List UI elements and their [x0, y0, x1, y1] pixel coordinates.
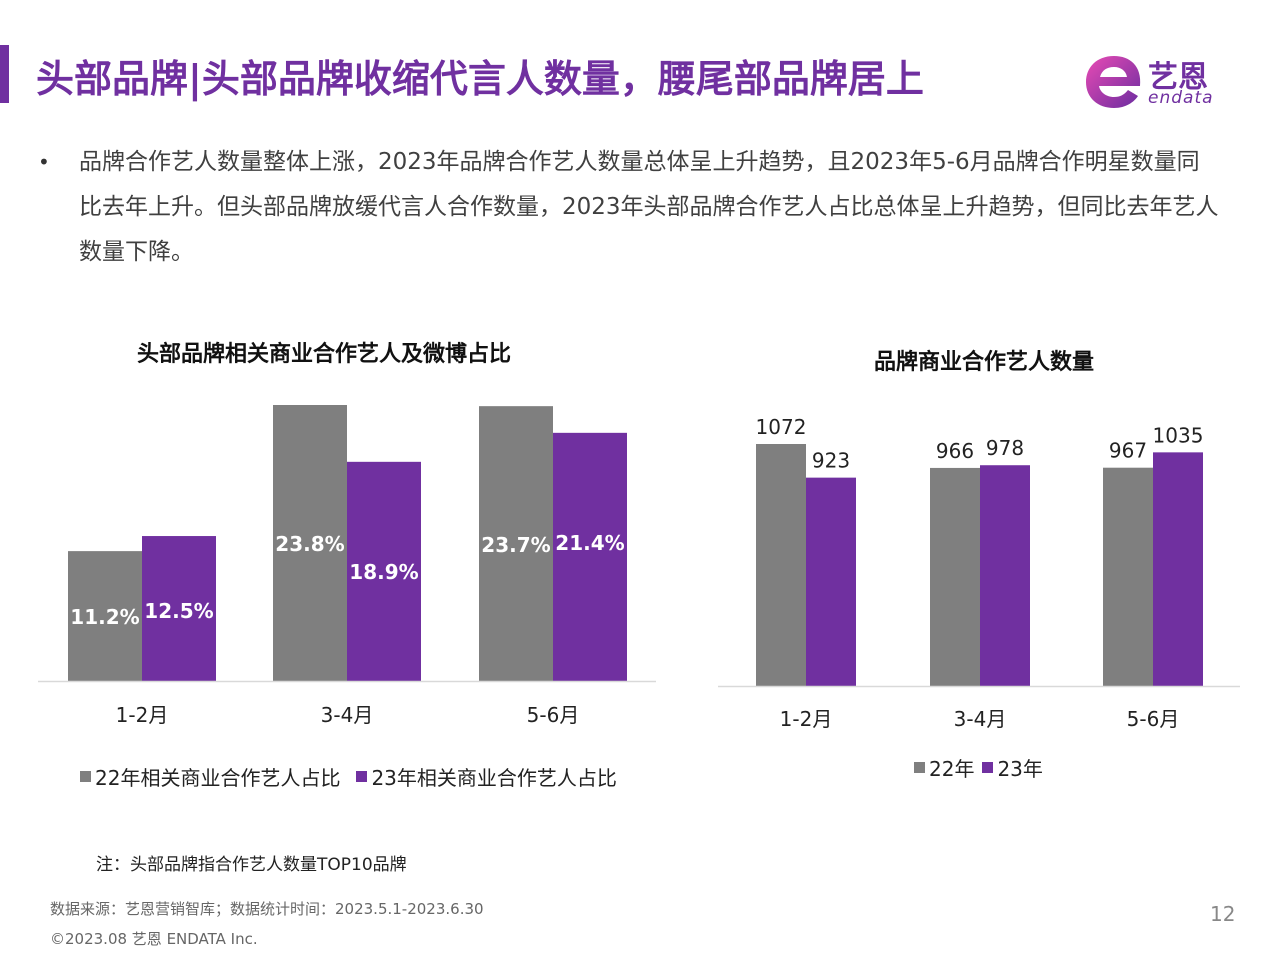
logo-english-text: endata [1148, 88, 1214, 108]
page-number: 12 [1210, 902, 1236, 926]
bar-22-3-4月 [930, 467, 980, 686]
bar-22-5-6月 [1103, 467, 1153, 686]
bar-22-1-2月 [68, 551, 142, 681]
bar-23-1-2月 [806, 477, 856, 686]
legend-label: 23年 [997, 757, 1043, 781]
bar-23-3-4月 [347, 461, 421, 681]
title-accent-bar [0, 45, 9, 103]
bar-23-5-6月 [1153, 452, 1203, 686]
bar-22-1-2月 [756, 444, 806, 686]
bar-22-3-4月 [273, 405, 347, 681]
data-source: 数据来源：艺恩营销智库；数据统计时间：2023.5.1-2023.6.30 [50, 900, 484, 918]
legend-swatch-gray [914, 762, 925, 773]
legend-item-23: 23年 [982, 753, 1043, 782]
data-label: 1072 [756, 415, 807, 439]
bar-23-5-6月 [553, 432, 627, 681]
data-label: 11.2% [70, 605, 139, 629]
category-tick-label: 3-4月 [321, 703, 374, 727]
legend-label: 22年 [929, 757, 975, 781]
category-tick-label: 1-2月 [780, 707, 833, 731]
bar-22-5-6月 [479, 406, 553, 681]
category-tick-label: 5-6月 [527, 703, 580, 727]
legend-item-22: 22年 [914, 753, 974, 782]
data-label: 923 [812, 449, 850, 473]
category-tick-label: 3-4月 [954, 707, 1007, 731]
data-label: 23.8% [275, 532, 344, 556]
page-title: 头部品牌|头部品牌收缩代言人数量，腰尾部品牌居上 [36, 57, 924, 101]
data-label: 978 [986, 436, 1024, 460]
endata-e-logo-icon [1086, 56, 1141, 108]
legend-item-22: 22年相关商业合作艺人占比 [80, 762, 340, 791]
data-label: 18.9% [349, 560, 418, 584]
category-tick-label: 1-2月 [116, 703, 169, 727]
bar-23-1-2月 [142, 536, 216, 681]
left-bar-chart: 11.2% 12.5% 1-2月 23.8%18.9% 3-4月 23.7% 21.4% 5-… [38, 405, 656, 727]
data-label: 12.5% [144, 599, 213, 623]
data-label: 967 [1109, 439, 1147, 463]
intro-paragraph: 品牌合作艺人数量整体上涨，2023年品牌合作艺人数量总体呈上升趋势，且2023年… [79, 149, 1219, 265]
left-chart-legend: 22年相关商业合作艺人占比 23年相关商业合作艺人占比 [80, 762, 633, 791]
legend-item-23: 23年相关商业合作艺人占比 [356, 762, 617, 791]
bullet-dot: • [38, 150, 50, 174]
legend-label: 22年相关商业合作艺人占比 [95, 766, 341, 790]
data-label: 23.7% [481, 533, 550, 557]
endata-logo: 艺恩 endata [1082, 52, 1242, 112]
data-label: 1035 [1153, 423, 1204, 447]
category-tick-label: 5-6月 [1127, 707, 1180, 731]
copyright: ©2023.08 艺恩 ENDATA Inc. [50, 930, 258, 948]
left-chart-title: 头部品牌相关商业合作艺人及微博占比 [137, 342, 512, 367]
logo-chinese-text: 艺恩 [1148, 60, 1208, 95]
data-label: 966 [936, 439, 974, 463]
bar-23-3-4月 [980, 465, 1030, 686]
chart-note: 注：头部品牌指合作艺人数量TOP10品牌 [96, 855, 407, 875]
legend-swatch-gray [80, 771, 91, 782]
legend-label: 23年相关商业合作艺人占比 [371, 766, 617, 790]
right-chart-title: 品牌商业合作艺人数量 [874, 350, 1095, 375]
right-chart-legend: 22年 23年 [914, 753, 1059, 782]
legend-swatch-purple [982, 762, 994, 773]
legend-swatch-purple [356, 771, 368, 782]
data-label: 21.4% [555, 531, 624, 555]
